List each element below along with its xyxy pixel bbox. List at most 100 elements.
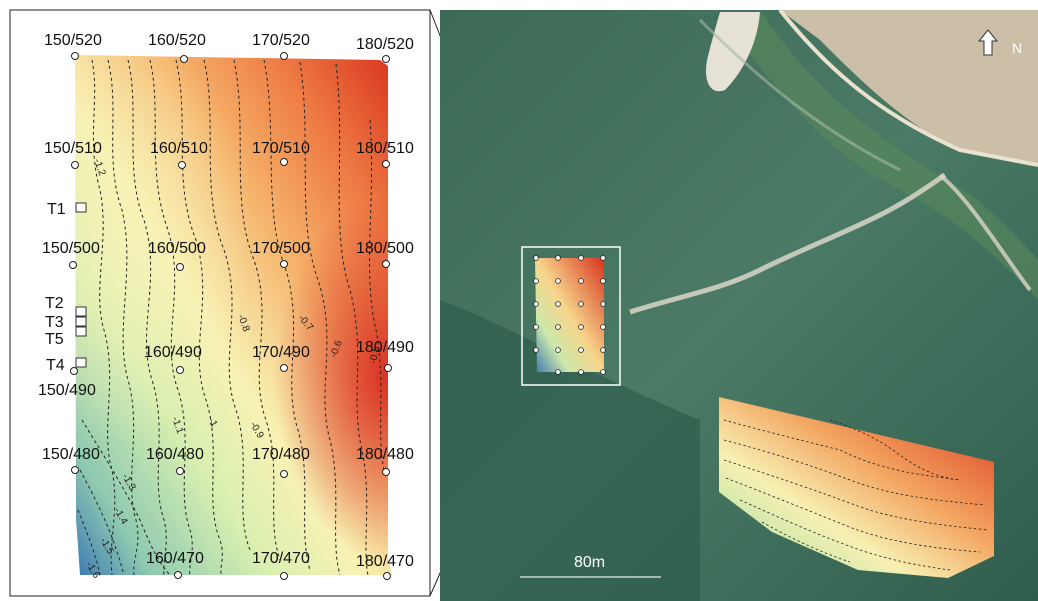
grid-point-marker [280, 572, 288, 580]
grid-point-marker [69, 261, 77, 269]
grid-point-marker [176, 467, 184, 475]
small-grid-point [555, 369, 561, 375]
small-grid-point [555, 347, 561, 353]
contour-line [91, 59, 116, 576]
small-grid-point [578, 347, 584, 353]
small-grid-point [533, 255, 539, 261]
small-grid-point [555, 278, 561, 284]
grid-label: 170/520 [252, 32, 310, 49]
grid-label: 180/470 [356, 553, 414, 570]
grid-label: 180/510 [356, 140, 414, 157]
contour-line [761, 521, 851, 563]
small-grid-point [600, 255, 606, 261]
grid-point-labels: 150/520 160/520 170/520 180/520 150/510 … [38, 32, 414, 570]
contour-line [81, 419, 171, 576]
grid-label: 180/520 [356, 36, 414, 53]
grid-point-marker [280, 470, 288, 478]
large-survey-contours [723, 419, 989, 571]
contour-line [723, 459, 989, 531]
shingle-ridge [698, 18, 901, 172]
grid-label: 160/480 [146, 446, 204, 463]
scale-bar: 80m [520, 554, 661, 578]
grid-label: 180/500 [356, 240, 414, 257]
trench-marker-t2 [75, 306, 87, 317]
contour-line [739, 499, 951, 571]
grid-label: 170/490 [252, 344, 310, 361]
contour-lines [77, 59, 385, 576]
trench-label: T1 [47, 201, 66, 218]
inset-frame [521, 246, 621, 386]
small-grid-point [533, 278, 539, 284]
small-grid-point [533, 347, 539, 353]
detail-map-panel: -1.2 -0.8 -0.7 -0.6 -0.5 -1.1 -1 -0.9 -1… [9, 9, 431, 597]
trench-labels: T1 T2 T3 T5 T4 [45, 201, 66, 374]
shingle-ridge [629, 172, 947, 315]
trench-marker-t4 [75, 357, 87, 368]
north-arrow-label: N [1012, 40, 1022, 56]
grid-label: 170/480 [252, 446, 310, 463]
small-grid-point [578, 324, 584, 330]
contour-line [725, 477, 981, 553]
grid-point-marker [280, 158, 288, 166]
trench-markers [75, 202, 87, 368]
grid-label: 160/510 [150, 140, 208, 157]
trench-label: T2 [45, 295, 64, 312]
contour-label: -0.5 [368, 345, 382, 364]
large-survey-overlay [719, 397, 994, 578]
small-grid-point [578, 255, 584, 261]
small-grid-point [600, 369, 606, 375]
large-survey-surface [719, 397, 994, 578]
deep-water [440, 300, 700, 601]
contour-line [829, 419, 961, 481]
grid-point-marker [280, 260, 288, 268]
small-grid-point [555, 324, 561, 330]
grid-point-marker [176, 263, 184, 271]
grid-label: 150/500 [42, 240, 100, 257]
grid-point-marker [384, 364, 392, 372]
grid-point-marker [382, 468, 390, 476]
grid-point-marker [174, 571, 182, 579]
grid-point-marker [71, 52, 79, 60]
grid-points [69, 52, 392, 580]
grid-label: 180/490 [356, 339, 414, 356]
contour-line [723, 419, 961, 481]
grid-point-marker [176, 366, 184, 374]
north-arrow: N [977, 29, 1022, 56]
contour-line [369, 119, 385, 471]
small-survey-points [533, 255, 606, 375]
grid-point-marker [280, 52, 288, 60]
grid-point-marker [382, 55, 390, 63]
scale-bar-label: 80m [574, 554, 605, 571]
small-grid-point [555, 301, 561, 307]
contour-line [175, 59, 223, 576]
trench-label: T5 [45, 331, 64, 348]
shingle-ridge [938, 173, 1032, 292]
grid-label: 160/470 [146, 550, 204, 567]
grid-label: 160/490 [144, 344, 202, 361]
small-grid-point [555, 255, 561, 261]
grass-bank [740, 10, 1038, 300]
trench-label: T4 [46, 357, 65, 374]
small-grid-point [600, 324, 606, 330]
small-grid-point [533, 324, 539, 330]
small-grid-point [600, 347, 606, 353]
small-survey-inset [521, 246, 621, 386]
grid-point-marker [71, 466, 79, 474]
grid-label: 170/470 [252, 550, 310, 567]
contour-line [723, 439, 986, 506]
contour-line [203, 59, 251, 551]
north-arrow-icon [977, 29, 999, 56]
small-survey-surface [535, 258, 604, 372]
small-grid-point [578, 369, 584, 375]
field-edge [778, 8, 1038, 167]
small-grid-point [578, 301, 584, 307]
grid-point-marker [280, 364, 288, 372]
trench-label: T3 [45, 314, 64, 331]
contour-line [149, 59, 193, 576]
trench-marker-t5 [75, 326, 87, 337]
contour-line [107, 59, 139, 576]
grid-label: 160/520 [148, 32, 206, 49]
aerial-photo-panel: 80m N [440, 8, 1038, 601]
trench-marker-t3 [75, 316, 87, 327]
agricultural-field [780, 10, 1038, 165]
